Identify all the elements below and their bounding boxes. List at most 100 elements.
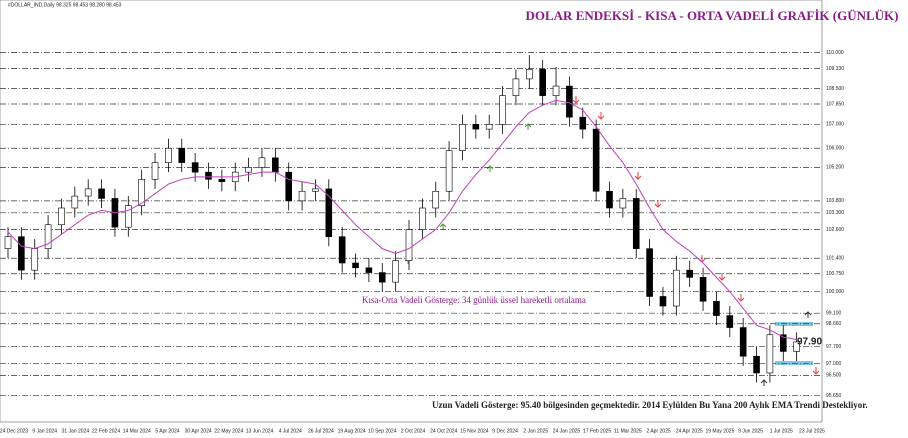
y-tick-label: 100.000 bbox=[826, 289, 844, 295]
x-tick-label: 22 Feb 2024 bbox=[92, 428, 120, 434]
x-tick-label: 19 May 2025 bbox=[705, 428, 734, 434]
y-tick-box bbox=[824, 121, 844, 128]
x-tick-label: 19 Aug 2024 bbox=[338, 428, 366, 434]
candle-body bbox=[31, 248, 39, 271]
candle-body bbox=[71, 195, 79, 209]
y-tick-label: 99.100 bbox=[826, 311, 842, 317]
x-tick-label: 5 Apr 2024 bbox=[155, 428, 179, 434]
candle-body bbox=[459, 124, 466, 151]
y-tick-label: 97.000 bbox=[826, 361, 842, 367]
price-label: 97.90 bbox=[797, 337, 822, 348]
y-tick-label: 110.000 bbox=[826, 50, 844, 56]
y-tick-label: 103.800 bbox=[826, 198, 844, 204]
x-tick-label: 24 Apr 2025 bbox=[676, 428, 703, 434]
x-tick-label: 2 Apr 2025 bbox=[646, 428, 670, 434]
candle-body bbox=[338, 236, 346, 264]
y-tick-label: 107.000 bbox=[826, 122, 844, 128]
candle-body bbox=[592, 128, 600, 192]
candle-body bbox=[445, 150, 453, 192]
y-tick-box bbox=[824, 255, 844, 262]
plot-frame bbox=[0, 0, 823, 423]
y-tick-label: 103.300 bbox=[826, 210, 844, 216]
y-tick-label: 108.500 bbox=[826, 86, 844, 92]
candle-body bbox=[485, 124, 493, 130]
candle-body bbox=[699, 277, 707, 302]
y-tick-box bbox=[824, 270, 844, 277]
candle-body bbox=[245, 167, 252, 173]
candle-body bbox=[165, 147, 172, 163]
x-tick-label: 2 Oct 2024 bbox=[401, 428, 426, 434]
x-tick-label: 9 Jun 2025 bbox=[738, 428, 763, 434]
annotation: Kısa-Orta Vadeli Gösterge: 34 günlük üss… bbox=[362, 295, 586, 305]
x-tick-label: 11 Mar 2025 bbox=[614, 428, 642, 434]
y-tick-box bbox=[824, 65, 844, 72]
y-tick-box bbox=[824, 288, 844, 295]
x-tick-label: 22 May 2024 bbox=[214, 428, 243, 434]
candle-body bbox=[138, 179, 145, 206]
candle-body bbox=[552, 85, 560, 96]
y-tick-label: 95.650 bbox=[826, 393, 842, 399]
x-tick-label: 23 Jul 2025 bbox=[799, 428, 825, 434]
y-tick-box bbox=[824, 197, 844, 204]
y-tick-box bbox=[824, 372, 844, 379]
candle-body bbox=[285, 171, 293, 202]
highlight-box bbox=[775, 361, 813, 365]
y-tick-label: 98.660 bbox=[826, 321, 842, 327]
candle-body bbox=[125, 205, 132, 228]
candle-body bbox=[579, 116, 587, 130]
annotation: Uzun Vadeli Gösterge: 95.40 bölgesinden … bbox=[432, 400, 868, 410]
y-tick-box bbox=[824, 310, 844, 317]
candle-body bbox=[405, 229, 413, 261]
candle-body bbox=[766, 334, 774, 374]
candle-body bbox=[312, 188, 319, 192]
candle-body bbox=[98, 188, 105, 199]
candle-body bbox=[726, 315, 734, 328]
y-tick-label: 105.200 bbox=[826, 165, 844, 171]
candle-body bbox=[218, 179, 226, 183]
candle-body bbox=[619, 198, 627, 209]
candle-body bbox=[739, 327, 747, 357]
y-tick-label: 106.000 bbox=[826, 146, 844, 152]
candle-body bbox=[419, 207, 426, 230]
candle-body bbox=[646, 248, 653, 297]
y-tick-box bbox=[824, 226, 844, 233]
x-tick-label: 17 Feb 2025 bbox=[583, 428, 611, 434]
candle-body bbox=[365, 267, 373, 273]
candle-body bbox=[18, 236, 25, 271]
x-tick-label: 2 Jan 2025 bbox=[523, 428, 548, 434]
y-tick-label: 107.850 bbox=[826, 101, 844, 107]
y-tick-box bbox=[824, 360, 844, 367]
y-tick-label: 109.330 bbox=[826, 66, 844, 72]
x-tick-label: 9 Dec 2024 bbox=[492, 428, 518, 434]
x-tick-label: 30 Apr 2024 bbox=[185, 428, 212, 434]
x-tick-label: 13 Jun 2024 bbox=[246, 428, 274, 434]
candle-body bbox=[151, 162, 159, 180]
candle-body bbox=[632, 198, 640, 249]
x-tick-label: 31 Jan 2024 bbox=[62, 428, 90, 434]
candle-body bbox=[499, 95, 506, 125]
candle-body bbox=[44, 224, 52, 249]
y-tick-box bbox=[824, 320, 844, 327]
y-tick-box bbox=[824, 209, 844, 216]
candle-body bbox=[378, 272, 386, 283]
candle-body bbox=[4, 236, 12, 249]
y-tick-label: 97.700 bbox=[826, 344, 842, 350]
y-tick-box bbox=[824, 49, 844, 56]
candle-body bbox=[58, 207, 65, 226]
y-tick-box bbox=[824, 164, 844, 171]
candle-body bbox=[472, 124, 480, 130]
candle-body bbox=[566, 85, 573, 118]
candle-body bbox=[191, 162, 199, 173]
x-tick-label: 24 Dec 2023 bbox=[0, 428, 28, 434]
x-tick-label: 9 Jan 2024 bbox=[32, 428, 57, 434]
candle-body bbox=[298, 190, 306, 202]
candle-body bbox=[753, 355, 760, 374]
candle-body bbox=[779, 334, 787, 352]
candle-body bbox=[432, 190, 440, 209]
candle-body bbox=[512, 78, 520, 96]
y-tick-box bbox=[824, 343, 844, 350]
candle-body bbox=[606, 190, 613, 209]
x-tick-label: 4 Jul 2024 bbox=[279, 428, 302, 434]
x-tick-label: 26 Jul 2024 bbox=[308, 428, 334, 434]
